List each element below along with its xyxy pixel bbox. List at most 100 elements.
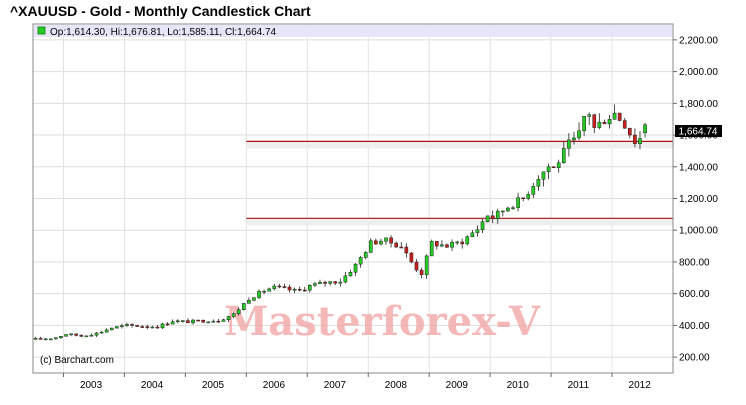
candle-up [89,334,94,337]
candle-up [612,112,617,120]
candle-up [643,124,647,134]
candle-up [516,197,520,208]
candle-down [521,197,525,200]
hline-shadow [246,218,673,226]
candle-up [424,255,429,276]
candle-down [419,269,424,276]
y-tick-label: 1,200.00 [679,194,718,205]
candle-down [216,320,221,323]
y-tick-label: 1,000.00 [679,226,718,237]
candle-down [617,112,622,121]
candle-up [384,237,388,242]
x-tick-label: 2007 [324,380,347,391]
candle-up [181,320,185,322]
x-tick-label: 2009 [446,380,469,391]
candle-up [526,194,531,199]
candle-down [196,319,200,322]
candle-up [348,271,353,277]
page-title: ^XAUUSD - Gold - Monthly Candlestick Cha… [10,3,311,19]
candle-down [633,134,637,144]
candle-up [556,162,561,168]
candle-down [551,166,556,169]
grid-lines [33,24,673,373]
candle-down [155,326,160,329]
candle-down [201,319,205,323]
candles [33,104,647,341]
candle-down [490,215,495,220]
candle-down [287,286,292,291]
candle-up [267,288,272,292]
x-tick-label: 2005 [202,380,225,391]
candle-up [292,288,297,291]
candle-up [226,316,231,320]
candle-down [145,326,150,328]
candle-up [485,215,490,223]
candle-up [440,244,444,247]
candle-up [54,337,58,340]
candle-up [114,326,119,329]
candle-up [150,326,155,329]
candle-up [104,329,109,333]
candle-down [282,286,287,288]
candle-up [170,321,175,325]
candle-up [94,332,99,336]
candle-up [308,285,312,291]
candle-down [74,333,78,336]
candle-up [247,299,251,304]
candle-up [206,321,211,324]
candle-up [582,116,586,132]
candle-down [434,241,439,247]
candle-up [175,320,180,323]
credit-text: (c) Barchart.com [40,355,114,366]
candle-up [531,186,536,195]
candle-down [297,288,302,291]
candle-up [43,338,48,341]
candle-up [511,207,515,209]
candle-up [257,290,261,298]
candle-up [577,130,581,139]
candle-down [399,246,404,249]
candle-up [368,240,373,253]
candle-down [277,285,282,288]
candle-up [191,319,195,324]
y-tick-label: 1,400.00 [679,162,718,173]
candle-down [622,120,627,129]
candle-up [313,283,317,286]
candle-down [592,114,597,128]
candle-up [567,139,571,149]
candle-up [211,320,216,323]
hline-shadow [246,141,673,149]
candle-up [353,263,358,273]
y-tick-label: 1,800.00 [679,99,718,110]
candle-up [572,137,576,141]
x-tick-label: 2004 [141,380,164,391]
candle-down [333,281,338,284]
legend-bar [34,25,672,37]
y-tick-label: 2,000.00 [679,67,718,78]
candle-up [455,241,459,244]
candle-up [465,236,470,245]
last-price-label: 1,664.74 [679,127,718,138]
candle-down [186,320,190,324]
candle-up [501,210,505,213]
candle-down [602,121,607,125]
candle-up [506,207,510,212]
candle-up [84,335,89,338]
candle-down [404,246,409,254]
y-tick-label: 2,200.00 [679,35,718,46]
last-price-tag: 1,664.74 [675,125,722,138]
candle-up [241,303,246,310]
x-axis: 2003 2004 2005 2006 2007 2008 2009 2010 2011 2012 [62,373,651,391]
candle-up [541,171,546,180]
watermark: Masterforex-V [224,298,541,345]
candle-up [64,334,68,337]
candle-down [409,252,414,263]
y-tick-label: 800.00 [679,257,710,268]
candle-up [120,325,124,327]
candle-up [495,210,500,220]
y-tick-label: 200.00 [679,353,710,364]
legend-text: Op:1,614.30, Hi:1,676.81, Lo:1,585.11, C… [50,27,277,38]
candle-up [262,290,266,293]
candle-down [414,261,419,271]
